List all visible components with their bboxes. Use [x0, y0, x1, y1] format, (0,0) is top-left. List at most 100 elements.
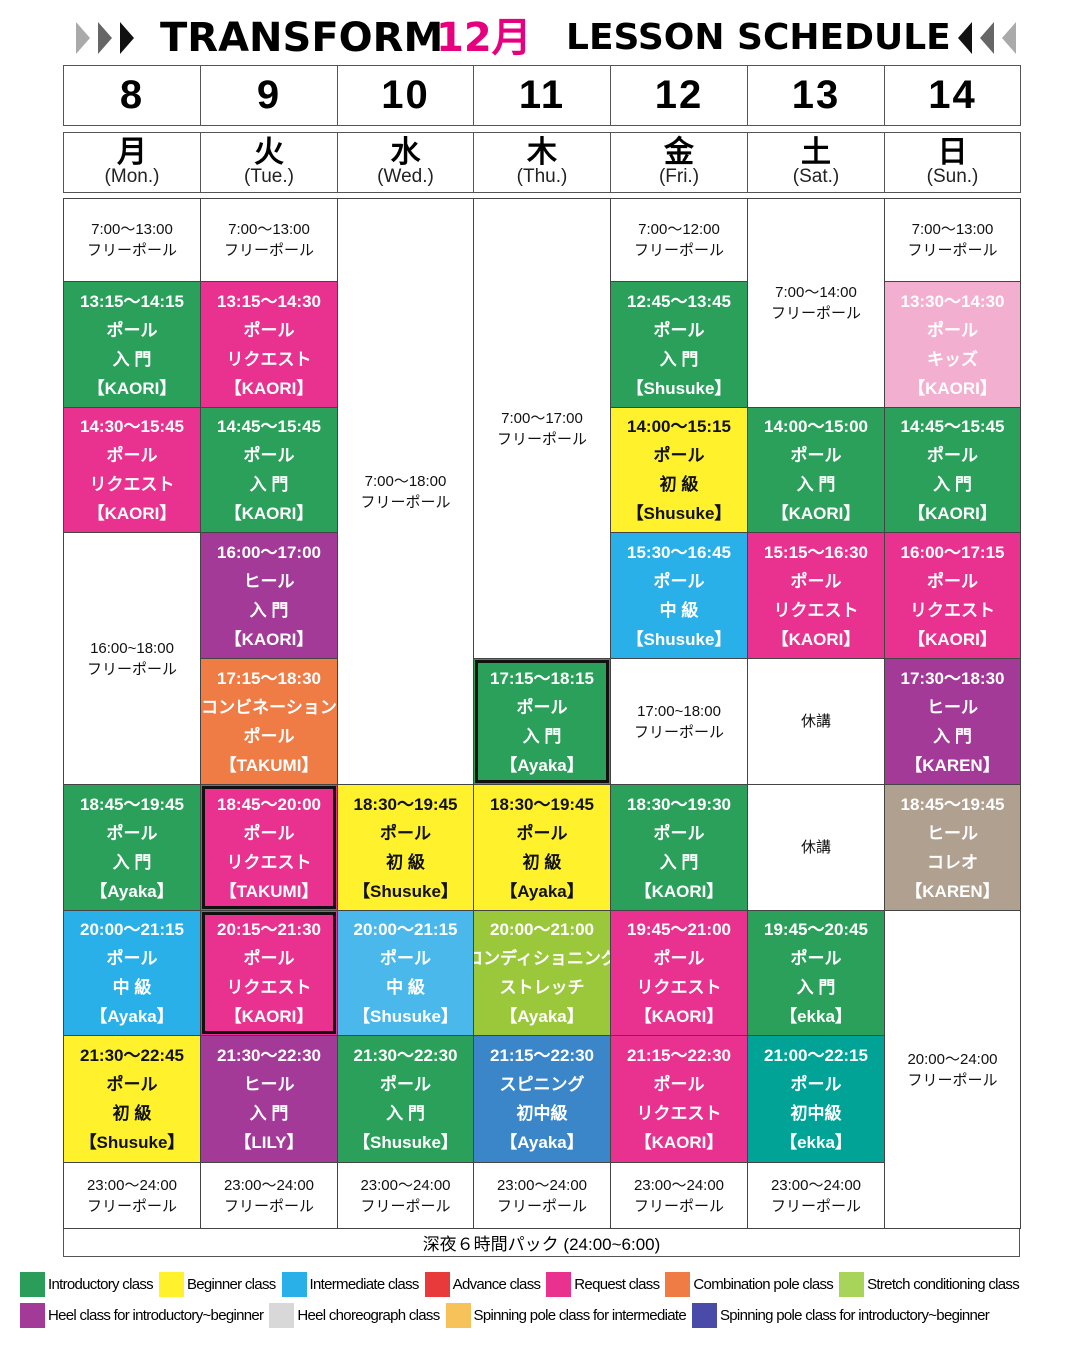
block-line: 初 級 — [386, 852, 425, 872]
block-line: 14:45〜15:45 — [217, 417, 321, 436]
block-line: 18:45〜19:45 — [900, 794, 1005, 814]
block-line: フリーポール — [633, 242, 724, 259]
block-line: 21:30〜22:30 — [353, 1046, 458, 1065]
block-line: コンビネーション — [201, 697, 337, 717]
block-line: 初中級 — [516, 1104, 568, 1123]
block-line: リクエスト — [636, 978, 722, 997]
legend-row: Introductory class Beginner class Intermed… — [20, 1271, 1070, 1297]
block-line: フリーポール — [223, 1197, 314, 1215]
block-line: フリーポール — [86, 242, 177, 259]
block-line: 18:30〜19:45 — [490, 794, 594, 814]
block-line: 初 級 — [112, 1104, 152, 1123]
weekday-cell: 水 (Wed.) — [337, 132, 474, 193]
lesson-block: 14:00〜15:15 ポール初 級【Shusuke】 — [610, 407, 748, 533]
lesson-block: 16:00〜17:00 ヒール入 門【KAORI】 — [200, 532, 338, 659]
block-line: 12:45〜13:45 — [627, 291, 731, 311]
block-line: キッズ — [927, 349, 978, 369]
block-line: 【KAORI】 — [771, 504, 861, 523]
block-line: 【KAORI】 — [87, 504, 177, 523]
block-line: リクエスト — [89, 475, 175, 494]
weekday-cell: 金 (Fri.) — [610, 132, 748, 193]
block-line: ポール — [653, 823, 705, 843]
weekday-en: (Fri.) — [658, 165, 700, 187]
block-line: 入 門 — [386, 1104, 425, 1123]
block-line: 入 門 — [796, 978, 836, 997]
block-line: ポール — [380, 1075, 431, 1094]
lesson-block: 21:00〜22:15 ポール 初中級 【ekka】 — [747, 1035, 885, 1163]
lesson-block: 20:00〜21:00 コンディショニング ストレッチ 【Ayaka】 — [473, 910, 611, 1036]
title-left: TRANSFORM — [160, 15, 444, 61]
lesson-block: 21:30〜22:30 ポール入 門【Shusuke】 — [337, 1035, 474, 1163]
block-line: ポール — [653, 1075, 705, 1094]
block-line: ポール — [380, 823, 431, 843]
legend-item: Stretch conditioning class — [839, 1271, 1020, 1297]
lesson-block: 21:30〜22:30 ヒール入 門【LILY】 — [200, 1035, 338, 1163]
block-line: ポール — [380, 949, 431, 968]
block-line: 【KAREN】 — [905, 755, 1000, 775]
legend-label: Heel class for introductory~beginner — [48, 1306, 264, 1324]
block-line: ポール — [790, 571, 842, 591]
block-line: 7:00〜13:00 — [911, 221, 994, 238]
block-line: 【KAORI】 — [771, 629, 861, 649]
block-line: 入 門 — [933, 475, 972, 494]
lesson-block: 7:00〜12:00 フリーポール — [610, 198, 748, 282]
block-line: リクエスト — [226, 349, 312, 369]
block-line: 【KAORI】 — [224, 629, 314, 649]
date-cell: 13 — [747, 65, 885, 126]
block-line: 【KAORI】 — [908, 629, 997, 649]
block-line: 中 級 — [386, 978, 425, 997]
block-line: 【ekka】 — [780, 1007, 852, 1026]
block-line: リクエスト — [773, 600, 859, 620]
block-line: 20:15〜21:30 — [217, 920, 321, 939]
lesson-block: 16:00〜17:15 ポール リクエスト 【KAORI】 — [884, 532, 1021, 659]
legend-label: Advance class — [452, 1275, 541, 1293]
lesson-block: 23:00〜24:00 フリーポール — [63, 1162, 201, 1229]
block-line: フリーポール — [633, 723, 724, 741]
legend-item: Introductory class — [20, 1271, 154, 1297]
block-line: ポール — [653, 949, 705, 968]
legend-row: Heel class for introductory~beginner Heel… — [20, 1302, 1070, 1328]
block-line: 【TAKUMI】 — [219, 881, 319, 901]
block-line: リクエスト — [226, 978, 312, 997]
block-line: 【Shusuke】 — [626, 504, 732, 523]
weekday-kanji: 日 — [937, 135, 968, 169]
block-line: 14:30〜15:45 — [80, 417, 184, 436]
legend-label: Beginner class — [186, 1275, 276, 1293]
block-line: 21:15〜22:30 — [627, 1046, 731, 1065]
block-line: リクエスト — [636, 1104, 722, 1123]
block-line: リクエスト — [910, 600, 995, 620]
weekday-en: (Sat.) — [792, 165, 840, 187]
block-line: ポール — [516, 823, 568, 843]
block-line: コレオ — [927, 852, 978, 872]
block-line: ポール — [653, 320, 705, 340]
block-line: フリーポール — [86, 660, 177, 678]
block-line: 【ekka】 — [780, 1133, 852, 1152]
block-line: ポール — [243, 726, 295, 746]
block-line: 入 門 — [796, 475, 836, 494]
lesson-block: 7:00〜13:00 フリーポール — [200, 198, 338, 282]
lesson-block: 休講 — [747, 784, 885, 911]
block-line: 【Shusuke】 — [626, 378, 732, 398]
block-line: ポール — [106, 949, 158, 968]
block-line: 23:00〜24:00 — [496, 1176, 588, 1194]
block-line: 入 門 — [249, 600, 289, 620]
lesson-block: 20:00〜21:15 ポール中 級【Ayaka】 — [63, 910, 201, 1036]
block-line: 【KAORI】 — [224, 378, 314, 398]
block-line: 20:00〜21:00 — [490, 920, 594, 939]
legend-swatch — [269, 1302, 295, 1328]
block-line: ポール — [927, 320, 978, 340]
legend-swatch — [20, 1271, 45, 1297]
block-line: 17:15〜18:30 — [217, 668, 321, 688]
date-cell: 14 — [884, 65, 1021, 126]
lesson-block: 23:00〜24:00 フリーポール — [337, 1162, 474, 1229]
block-line: ポール — [516, 697, 568, 717]
lesson-block: 20:15〜21:30 ポール リクエスト 【KAORI】 — [200, 910, 338, 1036]
block-line: 16:00~18:00 — [90, 639, 174, 657]
block-line: 入 門 — [522, 726, 562, 746]
legend-swatch — [445, 1302, 471, 1328]
lesson-block: 13:30〜14:30 ポール キッズ 【KAORI】 — [884, 281, 1021, 408]
lesson-block: 7:00〜17:00 フリーポール — [473, 198, 611, 659]
lesson-block: 23:00〜24:00 フリーポール — [610, 1162, 748, 1229]
block-line: 入 門 — [659, 349, 699, 369]
